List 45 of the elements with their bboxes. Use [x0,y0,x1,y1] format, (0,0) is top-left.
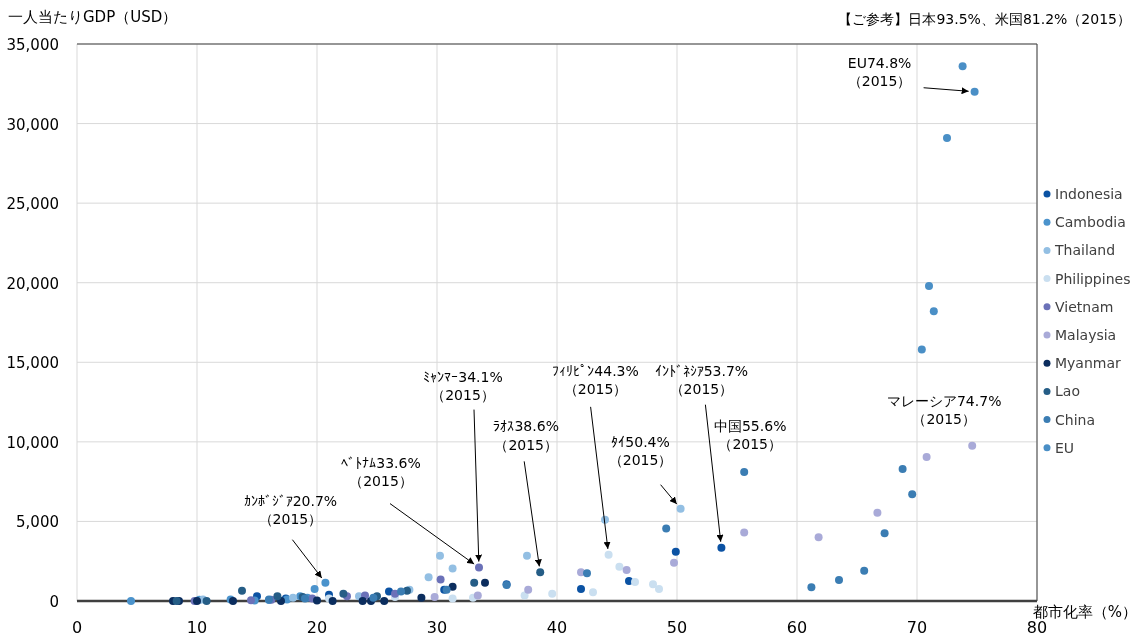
legend-label: Malaysia [1055,327,1117,343]
y-axis-title: 一人当たりGDP（USD） [8,8,178,26]
annotation: EU74.8% （2015） [847,54,912,89]
y-tick-label: 25,000 [6,195,59,214]
annotation: 中国55.6% （2015） [713,418,787,453]
annotation: ﾌｨﾘﾋﾟﾝ44.3% （2015） [552,362,639,398]
y-tick-label: 0 [49,593,59,611]
x-tick-label: 80 [1026,618,1048,635]
annotation: ﾗｵｽ38.6% （2015） [493,418,559,567]
x-tick-label: 50 [666,618,688,635]
legend-label: Lao [1055,383,1080,400]
annotation: ﾐｬﾝﾏｰ34.1% （2015） [423,368,503,403]
x-tick-label: 40 [546,618,568,635]
x-tick-label: 70 [906,618,928,635]
y-tick-label: 35,000 [6,36,59,54]
y-tick-label: 30,000 [6,115,59,134]
annotation: ｶﾝﾎﾞｼﾞｱ20.7% （2015） [243,492,338,527]
annotation: ｲﾝﾄﾞﾈｼｱ53.7% （2015） [654,362,749,397]
annotation: ﾗｵｽ38.6% （2015） [493,418,559,453]
y-tick-label: 5,000 [16,513,59,532]
x-tick-label: 20 [306,618,328,635]
legend-label: China [1055,411,1095,428]
legend-label: Indonesia [1055,186,1123,202]
annotation: ﾀｲ50.4% （2015） [608,433,673,468]
legend-label: EU [1055,439,1075,456]
y-tick-label: 20,000 [6,274,59,293]
x-tick-label: 10 [186,618,208,635]
x-tick-label: 30 [426,618,448,635]
legend-label: Cambodia [1055,214,1126,231]
legend-label: Myanmar [1055,355,1122,372]
annotation: ｶﾝﾎﾞｼﾞｱ20.7% （2015） [243,492,338,579]
legend-label: Thailand [1054,242,1116,259]
x-tick-label: 60 [786,618,808,635]
annotation: ﾍﾞﾄﾅﾑ33.6% （2015） [341,454,421,489]
annotation: EU74.8% （2015） [847,54,970,95]
x-tick-label: 0 [71,618,83,635]
annotation: ﾍﾞﾄﾅﾑ33.6% （2015） [341,454,475,565]
annotation: マレーシア74.7% （2015） [886,392,1002,428]
legend-label: Vietnam [1055,298,1114,315]
annotation: ﾀｲ50.4% （2015） [608,433,678,505]
y-tick-label: 10,000 [6,433,59,452]
legend-label: Philippines [1055,270,1131,287]
x-axis-title: 都市化率（%） [1032,603,1138,621]
text: 【ご参考】日本93.5%、米国81.2%（2015） [838,11,1131,27]
y-tick-label: 15,000 [6,354,59,373]
